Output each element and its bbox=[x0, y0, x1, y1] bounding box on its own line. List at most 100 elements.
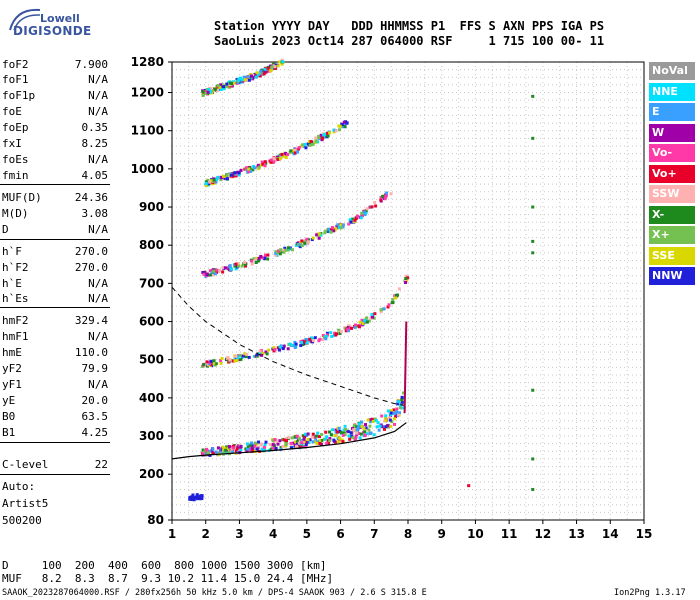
echo-point bbox=[304, 146, 308, 150]
echo-point bbox=[246, 447, 250, 451]
echo-point bbox=[293, 151, 297, 155]
echo-point bbox=[273, 65, 277, 69]
echo-point bbox=[269, 68, 273, 72]
echo-point bbox=[326, 229, 330, 233]
echo-point bbox=[342, 120, 346, 124]
echo-point bbox=[232, 81, 236, 85]
param-name: hmF1 bbox=[2, 330, 29, 343]
x-tick-label: 12 bbox=[535, 527, 552, 541]
echo-point bbox=[235, 358, 239, 362]
echo-point bbox=[199, 494, 203, 498]
footer-version: Ion2Png 1.3.17 bbox=[614, 588, 686, 598]
echo-point bbox=[245, 78, 249, 82]
echo-point bbox=[362, 427, 366, 431]
echo-point bbox=[299, 344, 303, 348]
echo-point bbox=[531, 136, 535, 140]
echo-point bbox=[347, 434, 351, 438]
echo-point bbox=[382, 425, 386, 429]
echo-point bbox=[214, 178, 218, 182]
echo-point bbox=[328, 439, 332, 443]
echo-point bbox=[305, 341, 309, 345]
echo-point bbox=[263, 443, 267, 447]
echo-point bbox=[321, 338, 325, 342]
echo-point bbox=[404, 280, 408, 284]
echo-point bbox=[318, 337, 322, 341]
echo-point bbox=[274, 253, 278, 257]
echo-point bbox=[195, 497, 199, 501]
echo-point bbox=[276, 346, 280, 350]
echo-point bbox=[275, 155, 279, 159]
echo-point bbox=[205, 360, 209, 364]
param-value: 329.4 bbox=[74, 314, 108, 327]
echo-point bbox=[307, 140, 311, 144]
echo-point bbox=[531, 487, 535, 491]
echo-point bbox=[378, 424, 382, 428]
panel-divider bbox=[0, 184, 110, 185]
echo-point bbox=[252, 257, 256, 261]
echo-point bbox=[244, 355, 248, 359]
echo-point bbox=[211, 447, 215, 451]
echo-point bbox=[315, 233, 319, 237]
legend-item-x-: X+ bbox=[649, 226, 695, 244]
echo-point bbox=[293, 148, 297, 152]
echo-point bbox=[348, 437, 352, 441]
echo-point bbox=[238, 353, 242, 357]
echo-point bbox=[350, 433, 354, 437]
echo-point bbox=[253, 354, 257, 358]
echo-point bbox=[298, 243, 302, 247]
echo-point bbox=[393, 422, 397, 426]
echo-point bbox=[348, 324, 352, 328]
echo-point bbox=[371, 315, 375, 319]
echo-point bbox=[268, 443, 272, 447]
echo-point bbox=[236, 262, 240, 266]
legend-item-x-: X- bbox=[649, 205, 695, 224]
echo-point bbox=[263, 253, 267, 257]
param-row-b0: B0 63.5 bbox=[2, 410, 108, 424]
echo-point bbox=[341, 223, 345, 227]
echo-point bbox=[311, 142, 315, 146]
y-tick-label: 1280 bbox=[131, 55, 164, 69]
echo-point bbox=[290, 343, 294, 347]
param-name: M(D) bbox=[2, 207, 29, 220]
echo-point bbox=[343, 326, 347, 330]
echo-point bbox=[379, 196, 383, 200]
echo-point bbox=[276, 157, 280, 161]
echo-point bbox=[281, 444, 285, 448]
echo-point bbox=[220, 357, 224, 361]
echo-point bbox=[358, 436, 362, 440]
echo-point bbox=[246, 170, 250, 174]
echo-point bbox=[337, 438, 341, 442]
echo-point bbox=[337, 440, 341, 444]
echo-point bbox=[319, 133, 323, 137]
echo-point bbox=[332, 229, 336, 233]
echo-point bbox=[309, 142, 313, 146]
param-value: 22 bbox=[94, 458, 108, 471]
echo-point bbox=[204, 181, 208, 185]
echo-point bbox=[386, 409, 390, 413]
echo-point bbox=[331, 428, 335, 432]
echo-point bbox=[317, 235, 321, 239]
echo-point bbox=[200, 496, 204, 500]
echo-point bbox=[396, 400, 400, 404]
param-name: B1 bbox=[2, 426, 16, 439]
echo-point bbox=[243, 260, 247, 264]
echo-point bbox=[361, 322, 365, 326]
echo-point bbox=[249, 443, 253, 447]
echo-point bbox=[327, 227, 331, 231]
x-tick-label: 5 bbox=[303, 527, 311, 541]
x-tick-label: 4 bbox=[269, 527, 277, 541]
echo-point bbox=[269, 447, 273, 451]
echo-point bbox=[305, 440, 309, 444]
echo-point bbox=[392, 408, 396, 412]
echo-point bbox=[406, 276, 410, 280]
param-row-fof1p: foF1p N/A bbox=[2, 89, 108, 103]
echo-point bbox=[297, 437, 301, 441]
echo-point bbox=[352, 423, 356, 427]
echo-point bbox=[363, 318, 367, 322]
echo-point bbox=[390, 409, 394, 413]
echo-point bbox=[374, 419, 378, 423]
echo-point bbox=[313, 336, 317, 340]
echo-point bbox=[249, 169, 253, 173]
legend-item-vo-: Vo+ bbox=[649, 164, 695, 183]
echo-point bbox=[360, 318, 364, 322]
